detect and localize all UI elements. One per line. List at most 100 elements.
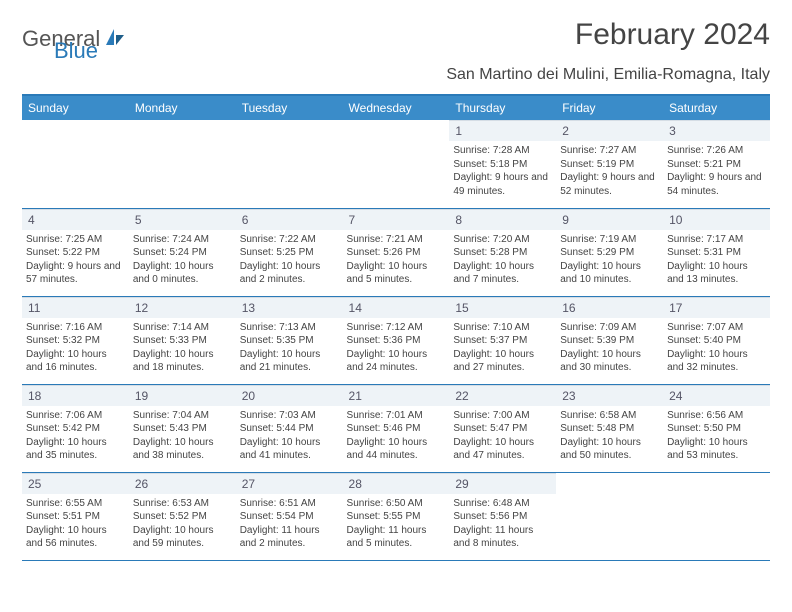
calendar-day-cell: 16Sunrise: 7:09 AMSunset: 5:39 PMDayligh… (556, 296, 663, 384)
calendar-day-cell: 12Sunrise: 7:14 AMSunset: 5:33 PMDayligh… (129, 296, 236, 384)
day-number: 26 (129, 473, 236, 494)
calendar-day-cell: 8Sunrise: 7:20 AMSunset: 5:28 PMDaylight… (449, 208, 556, 296)
calendar-week-row: ........1Sunrise: 7:28 AMSunset: 5:18 PM… (22, 120, 770, 208)
day-details: Sunrise: 7:26 AMSunset: 5:21 PMDaylight:… (663, 141, 770, 202)
day-details: Sunrise: 6:55 AMSunset: 5:51 PMDaylight:… (22, 494, 129, 555)
calendar-day-header: Wednesday (343, 96, 450, 120)
day-number: 9 (556, 209, 663, 230)
day-number: 22 (449, 385, 556, 406)
calendar-day-cell: 24Sunrise: 6:56 AMSunset: 5:50 PMDayligh… (663, 384, 770, 472)
day-number: 3 (663, 120, 770, 141)
day-details: Sunrise: 7:13 AMSunset: 5:35 PMDaylight:… (236, 318, 343, 379)
calendar-day-cell: 23Sunrise: 6:58 AMSunset: 5:48 PMDayligh… (556, 384, 663, 472)
calendar-day-cell: 10Sunrise: 7:17 AMSunset: 5:31 PMDayligh… (663, 208, 770, 296)
calendar-day-cell: 6Sunrise: 7:22 AMSunset: 5:25 PMDaylight… (236, 208, 343, 296)
day-number: 8 (449, 209, 556, 230)
day-details: Sunrise: 7:20 AMSunset: 5:28 PMDaylight:… (449, 230, 556, 291)
logo-sail-icon (104, 27, 126, 52)
calendar-day-cell: .. (129, 120, 236, 208)
day-number: 5 (129, 209, 236, 230)
calendar-day-cell: .. (22, 120, 129, 208)
calendar-day-cell: 5Sunrise: 7:24 AMSunset: 5:24 PMDaylight… (129, 208, 236, 296)
calendar-day-cell: 21Sunrise: 7:01 AMSunset: 5:46 PMDayligh… (343, 384, 450, 472)
calendar-day-cell: 7Sunrise: 7:21 AMSunset: 5:26 PMDaylight… (343, 208, 450, 296)
calendar-header-row: SundayMondayTuesdayWednesdayThursdayFrid… (22, 96, 770, 120)
calendar-day-cell: 25Sunrise: 6:55 AMSunset: 5:51 PMDayligh… (22, 472, 129, 560)
day-details: Sunrise: 7:07 AMSunset: 5:40 PMDaylight:… (663, 318, 770, 379)
day-details: Sunrise: 6:48 AMSunset: 5:56 PMDaylight:… (449, 494, 556, 555)
calendar-day-cell: 15Sunrise: 7:10 AMSunset: 5:37 PMDayligh… (449, 296, 556, 384)
day-number: 19 (129, 385, 236, 406)
calendar-table: SundayMondayTuesdayWednesdayThursdayFrid… (22, 96, 770, 561)
day-details: Sunrise: 7:19 AMSunset: 5:29 PMDaylight:… (556, 230, 663, 291)
day-number: 25 (22, 473, 129, 494)
calendar-day-cell: 11Sunrise: 7:16 AMSunset: 5:32 PMDayligh… (22, 296, 129, 384)
calendar-day-cell: 14Sunrise: 7:12 AMSunset: 5:36 PMDayligh… (343, 296, 450, 384)
day-details: Sunrise: 7:04 AMSunset: 5:43 PMDaylight:… (129, 406, 236, 467)
calendar-day-cell: 22Sunrise: 7:00 AMSunset: 5:47 PMDayligh… (449, 384, 556, 472)
calendar-day-header: Sunday (22, 96, 129, 120)
day-number: 14 (343, 297, 450, 318)
logo-text-blue: Blue (54, 38, 98, 63)
calendar-week-row: 4Sunrise: 7:25 AMSunset: 5:22 PMDaylight… (22, 208, 770, 296)
calendar-week-row: 18Sunrise: 7:06 AMSunset: 5:42 PMDayligh… (22, 384, 770, 472)
day-number: 18 (22, 385, 129, 406)
day-details: Sunrise: 7:00 AMSunset: 5:47 PMDaylight:… (449, 406, 556, 467)
day-number: 23 (556, 385, 663, 406)
day-number: 10 (663, 209, 770, 230)
day-number: 17 (663, 297, 770, 318)
calendar-week-row: 25Sunrise: 6:55 AMSunset: 5:51 PMDayligh… (22, 472, 770, 560)
day-number: 29 (449, 473, 556, 494)
day-details: Sunrise: 7:24 AMSunset: 5:24 PMDaylight:… (129, 230, 236, 291)
day-details: Sunrise: 7:28 AMSunset: 5:18 PMDaylight:… (449, 141, 556, 202)
day-number: 15 (449, 297, 556, 318)
day-number: 28 (343, 473, 450, 494)
day-number: 16 (556, 297, 663, 318)
calendar-day-cell: 1Sunrise: 7:28 AMSunset: 5:18 PMDaylight… (449, 120, 556, 208)
calendar-day-header: Friday (556, 96, 663, 120)
calendar-day-cell: .. (556, 472, 663, 560)
calendar-day-header: Tuesday (236, 96, 343, 120)
day-number: 6 (236, 209, 343, 230)
day-details: Sunrise: 7:03 AMSunset: 5:44 PMDaylight:… (236, 406, 343, 467)
day-details: Sunrise: 7:12 AMSunset: 5:36 PMDaylight:… (343, 318, 450, 379)
day-details: Sunrise: 6:58 AMSunset: 5:48 PMDaylight:… (556, 406, 663, 467)
subtitle-row: San Martino dei Mulini, Emilia-Romagna, … (22, 66, 770, 96)
calendar-day-cell: 13Sunrise: 7:13 AMSunset: 5:35 PMDayligh… (236, 296, 343, 384)
calendar-day-cell: 17Sunrise: 7:07 AMSunset: 5:40 PMDayligh… (663, 296, 770, 384)
day-details: Sunrise: 7:21 AMSunset: 5:26 PMDaylight:… (343, 230, 450, 291)
day-number: 4 (22, 209, 129, 230)
calendar-day-header: Thursday (449, 96, 556, 120)
day-number: 1 (449, 120, 556, 141)
day-details: Sunrise: 7:17 AMSunset: 5:31 PMDaylight:… (663, 230, 770, 291)
day-number: 27 (236, 473, 343, 494)
day-details: Sunrise: 6:50 AMSunset: 5:55 PMDaylight:… (343, 494, 450, 555)
calendar-day-cell: 3Sunrise: 7:26 AMSunset: 5:21 PMDaylight… (663, 120, 770, 208)
day-number: 2 (556, 120, 663, 141)
location-subtitle: San Martino dei Mulini, Emilia-Romagna, … (22, 66, 770, 84)
day-number: 7 (343, 209, 450, 230)
calendar-day-cell: .. (343, 120, 450, 208)
day-details: Sunrise: 7:10 AMSunset: 5:37 PMDaylight:… (449, 318, 556, 379)
calendar-day-cell: 9Sunrise: 7:19 AMSunset: 5:29 PMDaylight… (556, 208, 663, 296)
day-number: 21 (343, 385, 450, 406)
calendar-body: ........1Sunrise: 7:28 AMSunset: 5:18 PM… (22, 120, 770, 560)
calendar-day-cell: .. (236, 120, 343, 208)
day-details: Sunrise: 7:25 AMSunset: 5:22 PMDaylight:… (22, 230, 129, 291)
calendar-day-cell: 29Sunrise: 6:48 AMSunset: 5:56 PMDayligh… (449, 472, 556, 560)
day-number: 12 (129, 297, 236, 318)
calendar-day-cell: 28Sunrise: 6:50 AMSunset: 5:55 PMDayligh… (343, 472, 450, 560)
calendar-day-cell: 19Sunrise: 7:04 AMSunset: 5:43 PMDayligh… (129, 384, 236, 472)
title-block: February 2024 (575, 18, 770, 52)
calendar-day-cell: 27Sunrise: 6:51 AMSunset: 5:54 PMDayligh… (236, 472, 343, 560)
calendar-day-header: Monday (129, 96, 236, 120)
day-number: 24 (663, 385, 770, 406)
page-title: February 2024 (575, 18, 770, 52)
calendar-day-cell: 26Sunrise: 6:53 AMSunset: 5:52 PMDayligh… (129, 472, 236, 560)
day-number: 20 (236, 385, 343, 406)
day-details: Sunrise: 7:27 AMSunset: 5:19 PMDaylight:… (556, 141, 663, 202)
day-details: Sunrise: 7:16 AMSunset: 5:32 PMDaylight:… (22, 318, 129, 379)
day-details: Sunrise: 7:01 AMSunset: 5:46 PMDaylight:… (343, 406, 450, 467)
day-details: Sunrise: 7:06 AMSunset: 5:42 PMDaylight:… (22, 406, 129, 467)
day-details: Sunrise: 6:56 AMSunset: 5:50 PMDaylight:… (663, 406, 770, 467)
